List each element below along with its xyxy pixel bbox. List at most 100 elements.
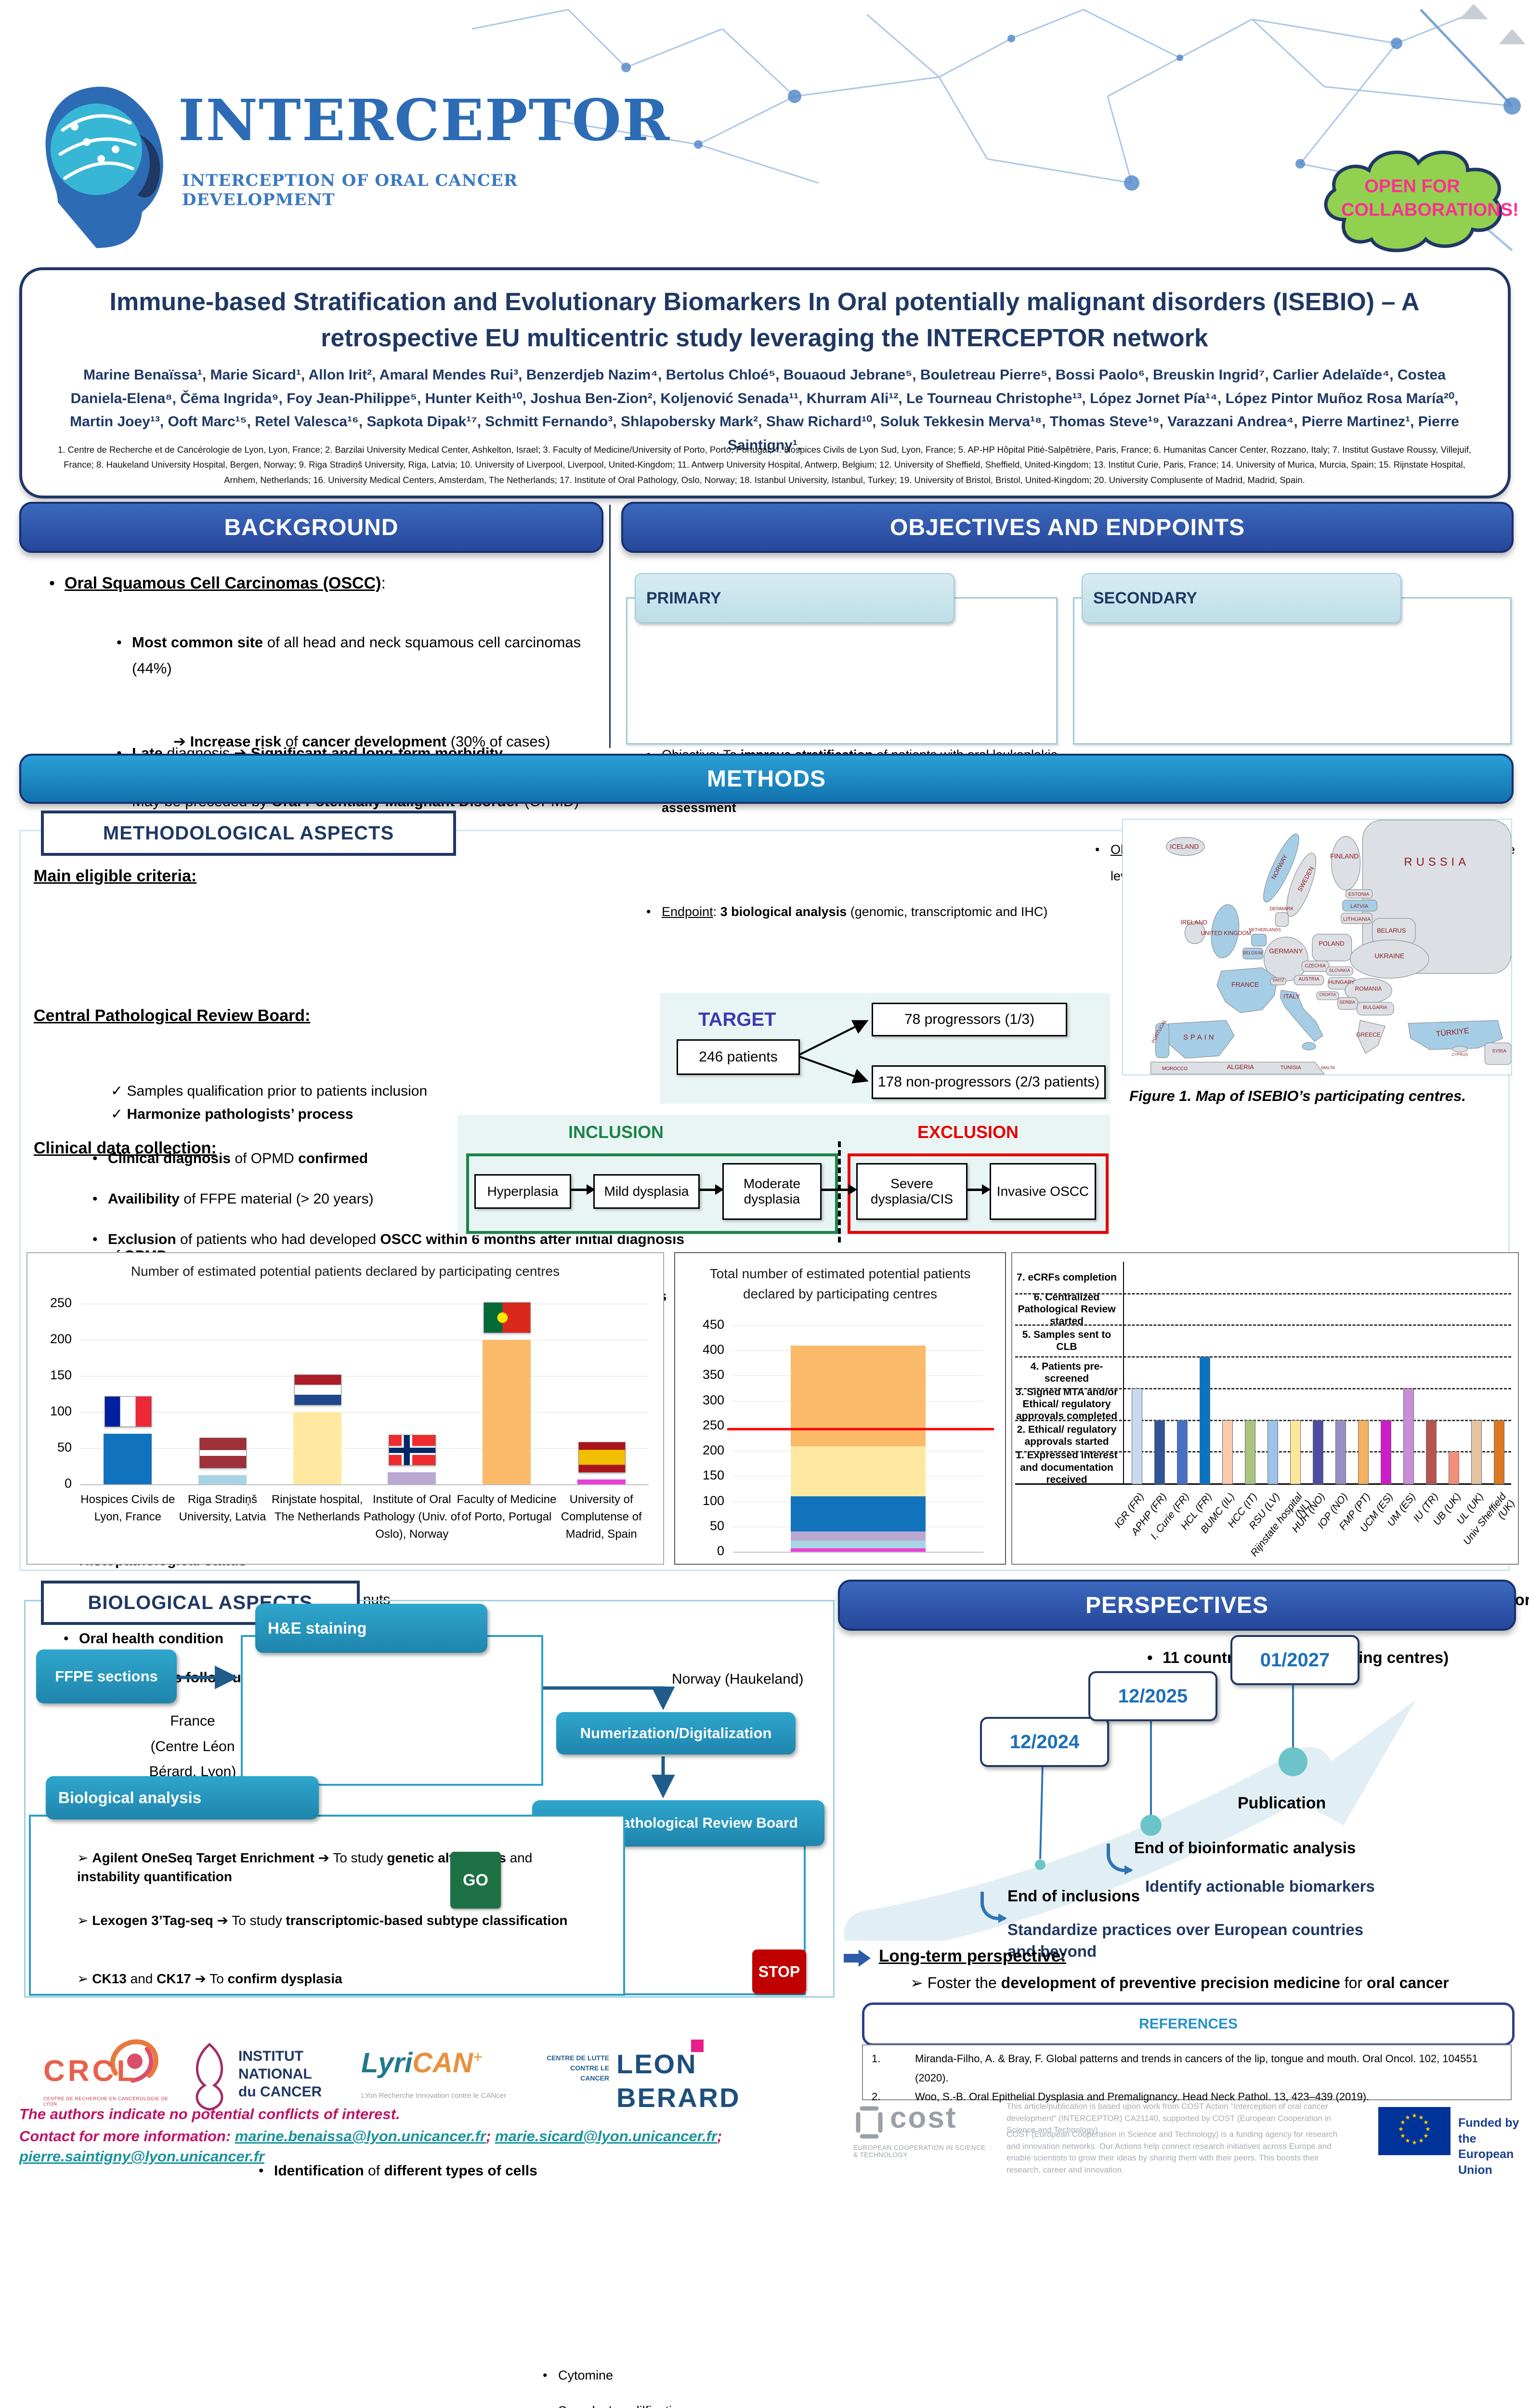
map-country-label: RUSSIA bbox=[1404, 855, 1470, 868]
collaboration-badge: OPEN FOR COLLABORATIONS! bbox=[1315, 137, 1519, 262]
step-label: 2. Ethical/ regulatory approvals started bbox=[1017, 1424, 1117, 1448]
cprb-check: ✓ Samples qualification prior to patient… bbox=[111, 1083, 428, 1099]
y-tick-label: 50 bbox=[57, 1440, 72, 1454]
interceptor-face-icon bbox=[45, 87, 163, 248]
map-country-label: FRANCE bbox=[1231, 981, 1259, 988]
step-divider bbox=[1015, 1324, 1511, 1326]
leon-line: BERARD bbox=[616, 2082, 741, 2113]
inca-line: INSTITUT bbox=[238, 2048, 303, 2064]
curve-arrow bbox=[980, 1892, 1007, 1923]
target-progressors-box: 78 progressors (1/3) bbox=[872, 1003, 1067, 1036]
y-tick-label: 250 bbox=[702, 1417, 724, 1432]
y-tick-label: 100 bbox=[50, 1404, 72, 1418]
flow-step: Severe dysplasia/CIS bbox=[856, 1163, 967, 1220]
y-tick-label: 150 bbox=[50, 1368, 72, 1382]
flow-arrow bbox=[821, 1184, 857, 1195]
cloud-shape bbox=[1324, 150, 1503, 252]
progress-bar-6 bbox=[1267, 1420, 1278, 1484]
contact-line2: pierre.saintigny@lyon.unicancer.fr bbox=[19, 2148, 693, 2165]
references-heading: REFERENCES bbox=[1138, 2016, 1238, 2032]
target-nonprogressors-box: 178 non-progressors (2/3 patients) bbox=[872, 1065, 1106, 1099]
progress-bar-12 bbox=[1403, 1388, 1414, 1484]
stack-segment bbox=[791, 1531, 926, 1541]
step-divider bbox=[1015, 1293, 1511, 1295]
primary-endpoint: Endpoint: 3 biological analysis (genomic… bbox=[640, 904, 1061, 919]
map-country-label: NETHERLANDS bbox=[1249, 928, 1281, 932]
logo-title: INTERCEPTOR bbox=[178, 87, 671, 154]
map-country-label: POLAND bbox=[1319, 940, 1344, 947]
bar-PT bbox=[483, 1340, 531, 1484]
collaboration-badge-text: OPEN FOR COLLABORATIONS! bbox=[1341, 176, 1519, 221]
chart-total-panel: Total number of estimated potential pati… bbox=[674, 1252, 1006, 1565]
exclusion-label: EXCLUSION bbox=[917, 1122, 1019, 1142]
milestone-sublabel: Identify actionable biomarkers bbox=[1145, 1877, 1375, 1895]
y-tick-label: 100 bbox=[702, 1493, 724, 1508]
contact-email[interactable]: marine.benaissa@lyon.unicancer.fr bbox=[235, 2128, 486, 2145]
bar-NO bbox=[388, 1472, 436, 1484]
svg-text:★: ★ bbox=[1423, 2119, 1429, 2126]
eu-flag: ★ ★ ★ ★ ★ ★ ★ ★ ★ ★ ★ ★ bbox=[1378, 2107, 1451, 2155]
y-tick-label: 200 bbox=[702, 1443, 724, 1458]
map-country-label: MALTA bbox=[1321, 1065, 1335, 1070]
progress-bar-11 bbox=[1381, 1420, 1392, 1484]
poster-affiliations: 1. Centre de Recherche et de Cancérologi… bbox=[57, 445, 1471, 485]
map-country-label: ITALY bbox=[1283, 993, 1300, 1000]
step-divider bbox=[1015, 1387, 1511, 1389]
eligible-item: Clinical diagnosis of OPMD confirmed bbox=[87, 1151, 676, 1167]
progress-bar-9 bbox=[1335, 1420, 1346, 1484]
map-country-label: FINLAND bbox=[1330, 852, 1359, 860]
progress-bar-4 bbox=[1222, 1420, 1233, 1484]
stop-box: STOP bbox=[752, 1950, 806, 1994]
methodological-aspects-label: METHODOLOGICAL ASPECTS bbox=[41, 811, 456, 856]
digitalization-label: Numerization/Digitalization bbox=[580, 1725, 772, 1741]
target-label: TARGET bbox=[698, 1009, 776, 1030]
background-divider bbox=[609, 505, 611, 748]
map-country-label: SPAIN bbox=[1183, 1034, 1216, 1042]
secondary-header: SECONDARY bbox=[1082, 573, 1401, 623]
map-country-label: SYRIA bbox=[1492, 1048, 1506, 1054]
poster-title: Immune-based Stratification and Evolutio… bbox=[109, 288, 1420, 353]
flow-step: Moderate dysplasia bbox=[722, 1163, 822, 1220]
analysis-header: Biological analysis bbox=[46, 1776, 319, 1819]
crcl-text: CRCL bbox=[43, 2055, 138, 2088]
he-panel bbox=[241, 1635, 543, 1786]
step-divider bbox=[1015, 1451, 1511, 1453]
x-axis bbox=[1015, 1483, 1511, 1485]
dna-item: ➢ Agilent OneSeq Target Enrichment ➔ To … bbox=[77, 1850, 533, 1885]
step-label: 3. Signed MTA and/or Ethical/ regulatory… bbox=[1015, 1386, 1118, 1422]
step-label: 1. Expressed interest and documentation … bbox=[1016, 1450, 1118, 1485]
go-label: GO bbox=[463, 1871, 488, 1889]
progress-bar-1 bbox=[1154, 1420, 1165, 1484]
progress-bar-2 bbox=[1176, 1420, 1188, 1484]
axis-divider bbox=[1123, 1262, 1124, 1483]
gridline bbox=[733, 1325, 983, 1326]
primary-header: PRIMARY bbox=[635, 573, 954, 623]
poster-authors: Marine Benaïssa¹, Marie Sicard¹, Allon I… bbox=[70, 367, 1459, 453]
methods-heading: METHODS bbox=[707, 766, 826, 792]
cprb-bullet: Samples’ qualilfication bbox=[537, 2404, 809, 2408]
y-tick-label: 0 bbox=[64, 1476, 72, 1491]
contact-email[interactable]: marie.sicard@lyon.unicancer.fr bbox=[495, 2128, 717, 2145]
inclusion-label: INCLUSION bbox=[568, 1122, 664, 1142]
background-lead: Oral Squamous Cell Carcinomas (OSCC): bbox=[43, 574, 609, 593]
y-tick-label: 350 bbox=[702, 1367, 724, 1382]
ref-number: 2. bbox=[872, 2091, 881, 2103]
eligible-item: Availibility of FFPE material (> 20 year… bbox=[87, 1191, 676, 1207]
contact-line: Contact for more information: marine.ben… bbox=[19, 2128, 722, 2145]
stack-segment bbox=[791, 1496, 926, 1532]
map-country-label: HUNGARY bbox=[1328, 980, 1355, 985]
crcl-subtext: CENTRE DE RECHERCHE EN CANCÉROLOGIE DE L… bbox=[43, 2096, 169, 2107]
logo-subtitle: INTERCEPTION OF ORAL CANCER DEVELOPMENT bbox=[182, 171, 518, 209]
chart-patients-plot: 0 50 100 150 200 250 Hospices Civils de Lyon, … bbox=[27, 1253, 663, 1564]
objectives-banner: OBJECTIVES AND ENDPOINTS bbox=[621, 502, 1514, 553]
contact-email[interactable]: pierre.saintigny@lyon.unicancer.fr bbox=[19, 2148, 265, 2165]
references-list: 1. Miranda-Filho, A. & Bray, F. Global pa… bbox=[862, 2044, 1512, 2103]
reference-item: Woo, S.-B. Oral Epithelial Dysplasia and… bbox=[915, 2091, 1370, 2103]
x-category-label: Hospices Civils de Lyon, France bbox=[80, 1493, 175, 1523]
map-country-label: UKRAINE bbox=[1374, 952, 1404, 959]
milestone-sublabel: Standardize practices over European coun… bbox=[1007, 1921, 1364, 1960]
map-country-label: DENMARK bbox=[1270, 906, 1294, 912]
map-frame: ICELAND NORWAY SWEDEN FINLAND RUSSIA ESTONIA L… bbox=[1122, 819, 1512, 1075]
ffpe-label: FFPE sections bbox=[55, 1668, 158, 1685]
map-country-label: SWITZ bbox=[1272, 978, 1284, 982]
